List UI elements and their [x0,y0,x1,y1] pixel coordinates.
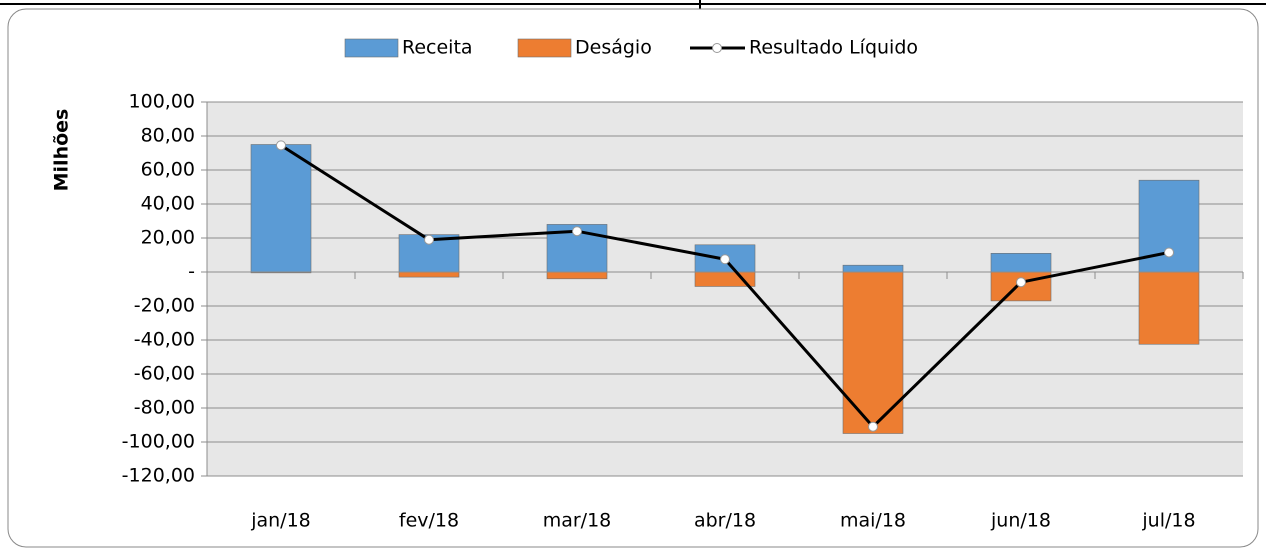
bar [398,271,460,278]
x-tick-label: jan/18 [250,510,311,532]
line-marker [276,140,286,151]
line-marker [1164,247,1174,258]
line-marker [868,421,878,432]
bar [546,271,608,280]
x-tick-label: jun/18 [990,510,1051,532]
x-tick-label: abr/18 [694,510,756,532]
y-tick-label: -100,00 [122,431,195,453]
legend: Receita Deságio Resultado Líquido [344,37,918,59]
bar [842,264,904,273]
line-marker [572,226,582,237]
y-tick-label: -60,00 [134,363,195,385]
legend-label: Resultado Líquido [749,37,918,59]
y-tick-label: 60,00 [141,159,195,181]
bar [842,271,904,434]
line-marker [720,254,730,265]
x-tick-label: mar/18 [543,510,612,532]
legend-label: Deságio [575,37,652,59]
y-tick-label: -120,00 [122,465,195,487]
x-tick-label: mai/18 [840,510,906,532]
x-tick-label: fev/18 [399,510,459,532]
legend-label: Receita [402,37,473,59]
y-tick-label: 80,00 [141,125,195,147]
legend-swatch [344,38,399,58]
bar [1138,179,1200,273]
y-tick-label: -20,00 [134,295,195,317]
plot-area [207,102,1243,476]
y-tick-label: 40,00 [141,193,195,215]
bar [1138,271,1200,345]
bar [250,144,312,273]
line-marker [1016,277,1026,288]
y-tick-label: -40,00 [134,329,195,351]
y-tick-label: 100,00 [129,91,195,113]
legend-swatch [517,38,572,58]
legend-marker [712,43,722,53]
y-tick-label: -80,00 [134,397,195,419]
line-marker [424,234,434,245]
x-tick-label: jul/18 [1141,510,1195,532]
y-tick-label: 20,00 [141,227,195,249]
bar [990,253,1052,273]
y-tick-label: - [188,261,195,283]
y-axis-title: Milhões [51,109,73,192]
